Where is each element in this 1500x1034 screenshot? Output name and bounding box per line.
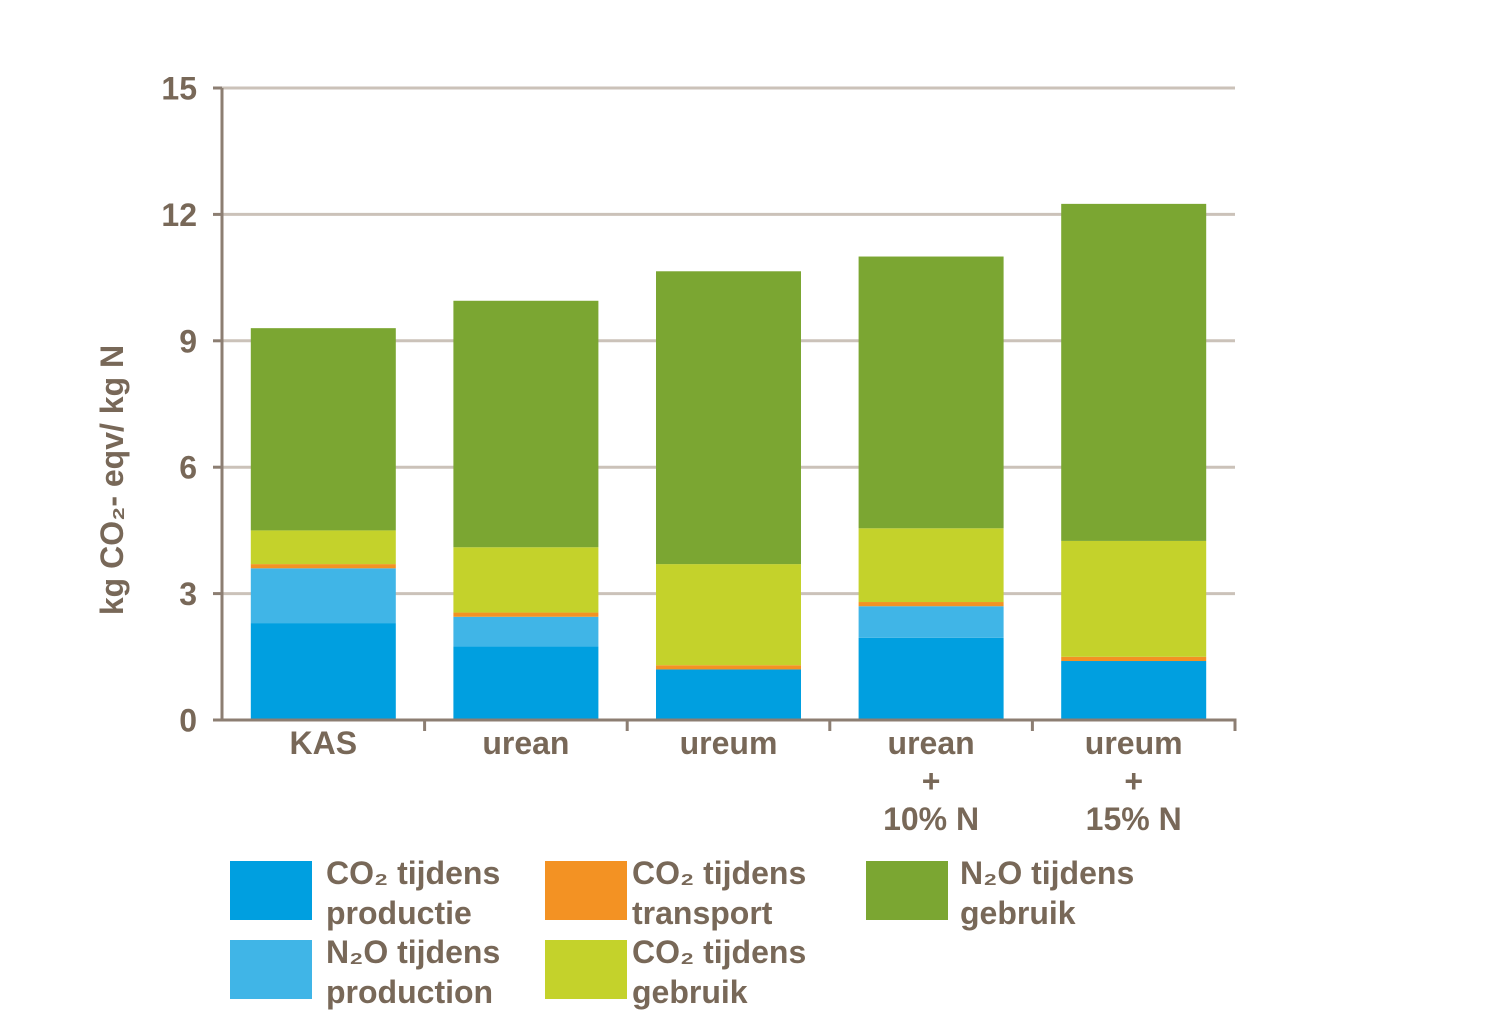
y-tick-label: 15 <box>161 71 197 107</box>
bar-segment <box>858 637 1004 720</box>
y-axis: 0 3 6 9 12 15 <box>161 71 224 739</box>
bar-stack <box>858 256 1004 720</box>
bar-stack <box>656 271 801 720</box>
bar-segment <box>858 528 1004 603</box>
bar-segment <box>453 300 599 548</box>
bar-segment <box>250 564 396 569</box>
y-tick-label: 6 <box>179 450 197 486</box>
x-tick-label: ureum <box>679 725 778 761</box>
bar-segment <box>250 530 396 565</box>
bar-segment <box>453 612 599 617</box>
y-tick-label: 3 <box>179 576 197 612</box>
bar-segment <box>250 623 396 720</box>
bar-segment <box>1061 203 1207 541</box>
bar-segment <box>1061 661 1207 720</box>
y-tick-label: 0 <box>179 703 197 739</box>
legend-swatch <box>545 861 627 920</box>
bar-segment <box>656 271 801 565</box>
x-tick-label: urean + 10% N <box>883 725 980 837</box>
y-axis-title: kg CO₂- eqv/ kg N <box>94 345 130 615</box>
legend-label: N₂O tijdens gebruik <box>960 855 1135 931</box>
legend-swatch <box>866 861 948 920</box>
legend-label: CO₂ tijdens productie <box>326 855 501 931</box>
bar-segment <box>858 602 1004 607</box>
bar-segment <box>656 564 801 666</box>
bar-segment <box>1061 656 1207 662</box>
legend-label: N₂O tijdens production <box>326 934 501 1010</box>
legend-swatch <box>230 940 312 999</box>
bar-segment <box>453 616 599 647</box>
x-tick-label: urean <box>482 725 570 761</box>
bar-segment <box>858 606 1004 638</box>
x-tick-label: KAS <box>289 725 358 761</box>
bar-segment <box>858 256 1004 529</box>
y-tick-label: 12 <box>161 197 197 233</box>
bar-segment <box>1061 540 1207 657</box>
legend-label: CO₂ tijdens transport <box>632 855 807 931</box>
x-axis <box>220 718 1237 731</box>
bar-stack <box>1061 203 1207 720</box>
bar-stack <box>453 300 599 720</box>
legend-label: CO₂ tijdens gebruik <box>632 934 807 1010</box>
legend-swatch <box>230 861 312 920</box>
bar-stack <box>250 328 396 720</box>
bar-segment <box>453 646 599 720</box>
x-tick-label: ureum + 15% N <box>1084 725 1183 837</box>
bars <box>250 203 1207 720</box>
bar-segment <box>453 547 599 613</box>
bar-segment <box>656 669 801 720</box>
bar-segment <box>656 665 801 670</box>
bar-segment <box>250 328 396 531</box>
y-tick-label: 9 <box>179 323 197 359</box>
bar-segment <box>250 568 396 624</box>
legend-swatch <box>545 940 627 999</box>
